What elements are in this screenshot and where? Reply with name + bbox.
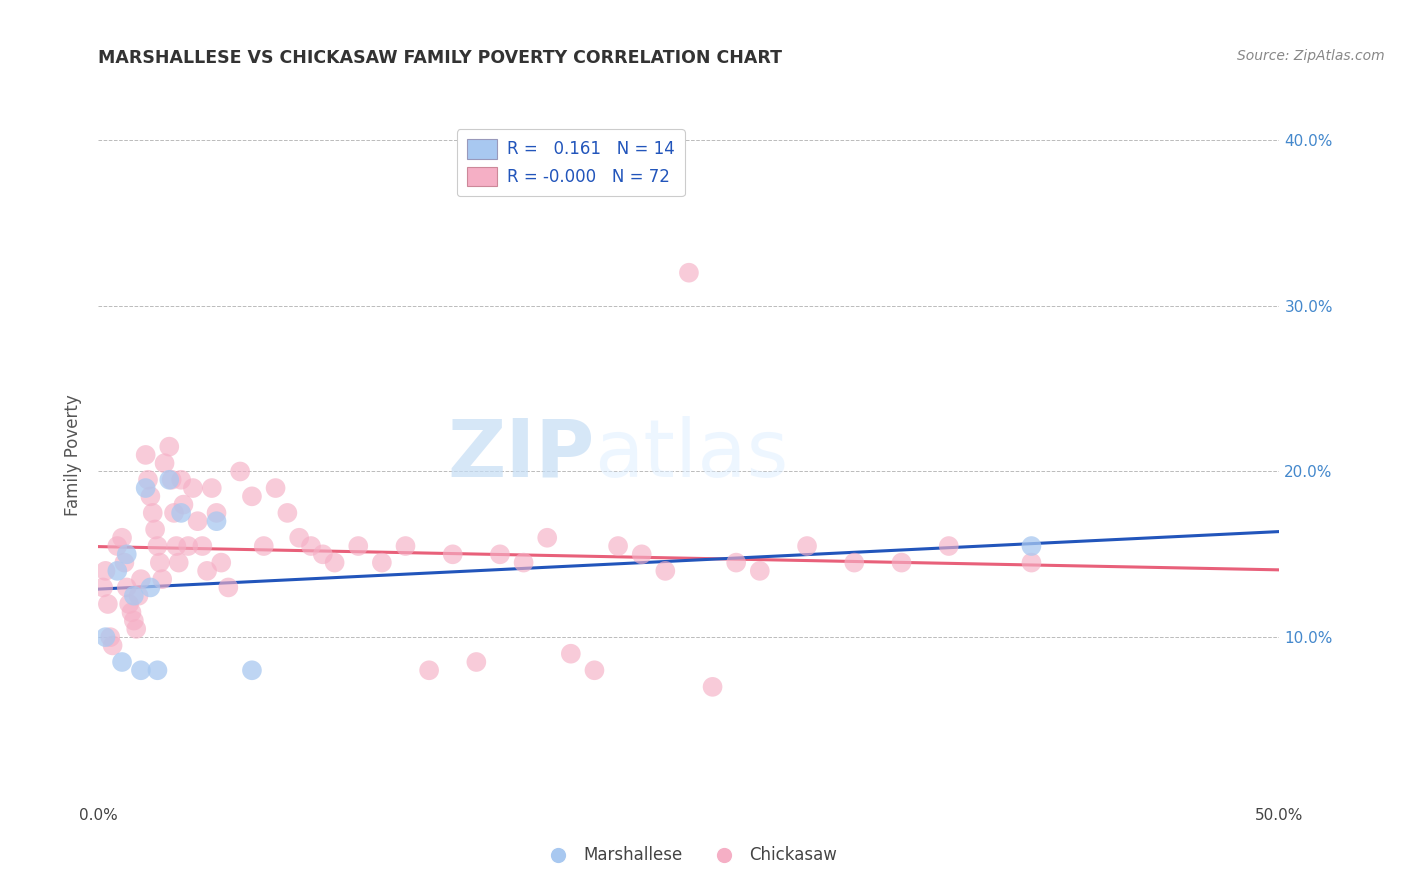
- Point: [312, 547, 335, 561]
- Point: [394, 539, 416, 553]
- Point: [630, 547, 652, 561]
- Point: [115, 547, 138, 561]
- Legend: Marshallese, Chickasaw: Marshallese, Chickasaw: [534, 839, 844, 871]
- Text: MARSHALLESE VS CHICKASAW FAMILY POVERTY CORRELATION CHART: MARSHALLESE VS CHICKASAW FAMILY POVERTY …: [98, 49, 782, 67]
- Point: [205, 514, 228, 528]
- Point: [844, 556, 866, 570]
- Point: [240, 489, 263, 503]
- Point: [122, 614, 145, 628]
- Point: [157, 473, 180, 487]
- Point: [323, 556, 346, 570]
- Point: [748, 564, 770, 578]
- Point: [115, 581, 138, 595]
- Point: [201, 481, 224, 495]
- Point: [105, 539, 128, 553]
- Point: [146, 539, 169, 553]
- Point: [205, 506, 228, 520]
- Point: [465, 655, 488, 669]
- Point: [111, 531, 134, 545]
- Point: [229, 465, 252, 479]
- Point: [91, 581, 114, 595]
- Point: [253, 539, 276, 553]
- Point: [142, 506, 165, 520]
- Point: [702, 680, 724, 694]
- Point: [489, 547, 512, 561]
- Point: [163, 506, 186, 520]
- Point: [678, 266, 700, 280]
- Point: [143, 523, 166, 537]
- Point: [217, 581, 239, 595]
- Point: [139, 581, 162, 595]
- Point: [177, 539, 200, 553]
- Point: [288, 531, 311, 545]
- Point: [125, 622, 148, 636]
- Point: [1021, 539, 1043, 553]
- Point: [418, 663, 440, 677]
- Point: [149, 556, 172, 570]
- Point: [195, 564, 218, 578]
- Point: [172, 498, 194, 512]
- Point: [128, 589, 150, 603]
- Point: [512, 556, 534, 570]
- Point: [139, 489, 162, 503]
- Point: [94, 630, 117, 644]
- Point: [890, 556, 912, 570]
- Point: [560, 647, 582, 661]
- Point: [796, 539, 818, 553]
- Point: [111, 655, 134, 669]
- Point: [157, 440, 180, 454]
- Point: [97, 597, 120, 611]
- Point: [725, 556, 748, 570]
- Point: [170, 506, 193, 520]
- Point: [129, 663, 152, 677]
- Point: [240, 663, 263, 677]
- Point: [129, 572, 152, 586]
- Text: atlas: atlas: [595, 416, 789, 494]
- Point: [167, 556, 190, 570]
- Y-axis label: Family Poverty: Family Poverty: [65, 394, 83, 516]
- Point: [299, 539, 322, 553]
- Point: [276, 506, 298, 520]
- Point: [181, 481, 204, 495]
- Point: [607, 539, 630, 553]
- Point: [347, 539, 370, 553]
- Point: [136, 473, 159, 487]
- Point: [101, 639, 124, 653]
- Point: [187, 514, 209, 528]
- Point: [146, 663, 169, 677]
- Point: [135, 481, 157, 495]
- Point: [160, 473, 183, 487]
- Point: [583, 663, 606, 677]
- Point: [654, 564, 676, 578]
- Point: [264, 481, 287, 495]
- Point: [165, 539, 187, 553]
- Point: [150, 572, 173, 586]
- Point: [938, 539, 960, 553]
- Point: [118, 597, 141, 611]
- Point: [191, 539, 214, 553]
- Point: [122, 589, 145, 603]
- Point: [209, 556, 232, 570]
- Point: [441, 547, 464, 561]
- Point: [153, 456, 176, 470]
- Point: [112, 556, 135, 570]
- Point: [98, 630, 121, 644]
- Point: [1021, 556, 1043, 570]
- Point: [170, 473, 193, 487]
- Point: [135, 448, 157, 462]
- Point: [121, 605, 143, 619]
- Text: ZIP: ZIP: [447, 416, 595, 494]
- Point: [94, 564, 117, 578]
- Point: [105, 564, 128, 578]
- Point: [371, 556, 394, 570]
- Point: [536, 531, 558, 545]
- Text: Source: ZipAtlas.com: Source: ZipAtlas.com: [1237, 49, 1385, 63]
